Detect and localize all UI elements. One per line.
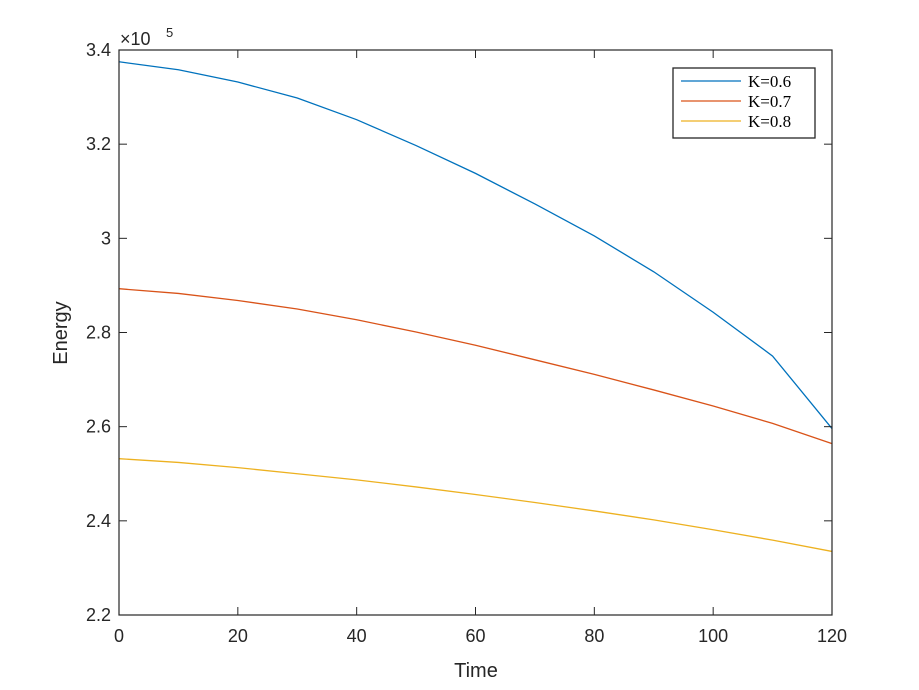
x-tick-label: 20: [228, 626, 248, 646]
y-tick-label: 3: [101, 228, 111, 248]
series-line-k-0-6: [118, 61, 833, 429]
series-layer: [118, 61, 833, 553]
x-tick-label: 60: [465, 626, 485, 646]
y-tick-label: 2.8: [86, 323, 111, 343]
legend-label: K=0.8: [748, 112, 791, 131]
y-tick-label: 2.4: [86, 511, 111, 531]
x-tick-label: 100: [698, 626, 728, 646]
legend-label: K=0.7: [748, 92, 792, 111]
x-tick-label: 80: [584, 626, 604, 646]
y-axis-multiplier: ×10 5: [120, 25, 173, 49]
y-tick-label: 2.2: [86, 605, 111, 625]
y-axis-title: Energy: [50, 301, 72, 364]
x-axis-title: Time: [454, 660, 498, 682]
legend-label: K=0.6: [748, 72, 791, 91]
tick-layer: 0 20 40 60 80 100 120 2.2 2.4 2.6 2.8 3 3.2 3.4: [86, 40, 847, 646]
x-tick-label: 40: [347, 626, 367, 646]
x-tick-label: 0: [114, 626, 124, 646]
y-tick-label: 3.4: [86, 40, 111, 60]
x-tick-label: 120: [817, 626, 847, 646]
series-line-k-0-8: [118, 458, 833, 553]
y-multiplier-base: ×10: [120, 29, 151, 49]
y-multiplier-exponent: 5: [166, 25, 173, 40]
y-tick-label: 3.2: [86, 134, 111, 154]
plot-background: [119, 50, 832, 615]
legend: K=0.6K=0.7K=0.8: [672, 67, 816, 139]
y-tick-label: 2.6: [86, 417, 111, 437]
series-line-k-0-7: [118, 288, 833, 445]
plot-area: [119, 50, 832, 615]
legend-box: [672, 67, 816, 139]
